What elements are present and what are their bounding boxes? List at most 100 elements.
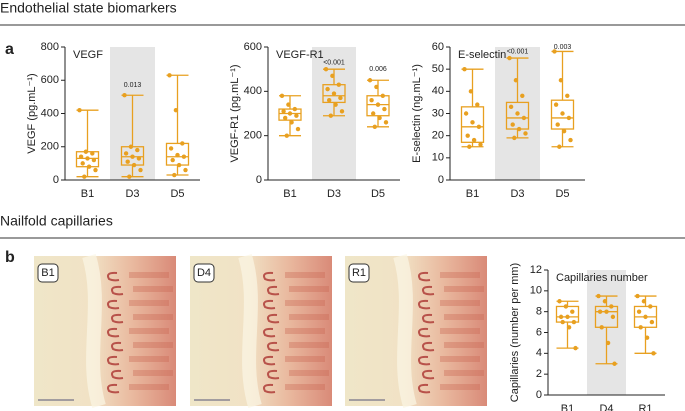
data-point (566, 325, 572, 330)
section-title: Nailfold capillaries (0, 213, 113, 229)
data-point (610, 314, 616, 320)
capillary (418, 271, 431, 282)
capillary-shade (285, 328, 325, 334)
data-point (649, 319, 655, 325)
data-point (465, 133, 470, 138)
photo (34, 256, 176, 406)
capillary-shade (444, 370, 484, 376)
data-point (507, 55, 512, 61)
y-axis-label: Capillaries (number per mm) (509, 263, 521, 402)
y-tick-label: 400 (244, 85, 262, 97)
data-point (380, 93, 385, 98)
box (594, 305, 619, 328)
data-point (82, 174, 87, 179)
capillary (263, 299, 276, 310)
data-point (641, 299, 647, 304)
x-tick-label: D5 (371, 188, 385, 200)
data-point (281, 109, 286, 114)
capillary (422, 285, 435, 296)
capillary (111, 341, 124, 352)
data-point (323, 66, 329, 72)
y-tick-label: 600 (41, 74, 59, 86)
data-point (331, 91, 337, 96)
capillary (418, 327, 431, 338)
data-point (573, 345, 578, 351)
data-point (566, 115, 572, 121)
data-point (512, 135, 517, 141)
data-point (93, 167, 98, 173)
data-point (553, 102, 559, 107)
data-point (521, 115, 527, 121)
data-point (136, 156, 142, 161)
x-tick-label: D3 (125, 188, 139, 200)
capillary (422, 313, 435, 324)
image-label: R1 (352, 267, 366, 279)
section-title: Endothelial state biomarkers (0, 0, 177, 16)
x-tick-label: D5 (555, 188, 569, 200)
data-point (283, 115, 288, 121)
capillary-shade (444, 286, 484, 292)
data-point (510, 122, 515, 127)
data-point (602, 299, 608, 304)
capillary (267, 285, 280, 296)
y-tick-label: 0 (438, 174, 444, 186)
capillary (111, 369, 124, 380)
y-axis-label: VEGF (pg.mL⁻¹) (26, 73, 38, 153)
data-point (604, 309, 609, 314)
y-tick-label: 40 (432, 85, 444, 97)
data-point (339, 109, 345, 114)
data-point (327, 98, 332, 103)
data-point (571, 319, 577, 325)
data-point (336, 82, 341, 87)
chart-title: VEGF-R1 (276, 49, 324, 61)
data-point (167, 73, 172, 78)
data-point (175, 152, 180, 158)
data-point (279, 93, 285, 98)
p-value: 0.013 (124, 82, 142, 89)
data-point (375, 102, 381, 107)
data-point (638, 325, 643, 330)
capillary-shade (285, 384, 325, 390)
data-point (369, 98, 374, 103)
capillary-shade (133, 370, 173, 376)
data-point (377, 115, 382, 121)
y-tick-label: 400 (41, 107, 59, 119)
x-tick-label: B1 (561, 403, 574, 411)
capillary (263, 271, 276, 282)
data-point (643, 314, 648, 320)
y-tick-label: 0 (53, 174, 59, 186)
p-value: 0.003 (554, 44, 572, 51)
data-point (176, 162, 182, 168)
photo-ridge (238, 253, 262, 409)
y-tick-label: 10 (432, 152, 444, 164)
y-tick-label: 200 (244, 130, 262, 142)
data-point (294, 113, 299, 118)
x-tick-label: B1 (283, 188, 296, 200)
p-value: <0.001 (323, 59, 345, 66)
y-tick-label: 0 (256, 174, 262, 186)
data-point (338, 95, 343, 101)
panel-label: b (5, 249, 15, 266)
image-label: D4 (197, 267, 211, 279)
data-point (635, 293, 640, 299)
data-point (565, 93, 570, 98)
data-point (372, 124, 377, 129)
y-tick-label: 2 (536, 368, 542, 380)
data-point (558, 314, 564, 320)
box (278, 108, 302, 121)
data-point (470, 120, 475, 125)
data-point (462, 66, 467, 72)
y-tick-label: 20 (432, 130, 444, 142)
data-point (516, 126, 522, 132)
x-tick-label: D3 (510, 188, 524, 200)
capillary-shade (444, 314, 484, 320)
data-point (138, 167, 143, 173)
capillary-shade (133, 342, 173, 348)
data-point (180, 141, 185, 146)
y-tick-label: 30 (432, 107, 444, 119)
data-point (596, 293, 601, 299)
data-point (292, 106, 297, 112)
chart-title: Capillaries number (556, 272, 648, 284)
image-label: B1 (41, 267, 54, 279)
data-point (651, 351, 656, 356)
